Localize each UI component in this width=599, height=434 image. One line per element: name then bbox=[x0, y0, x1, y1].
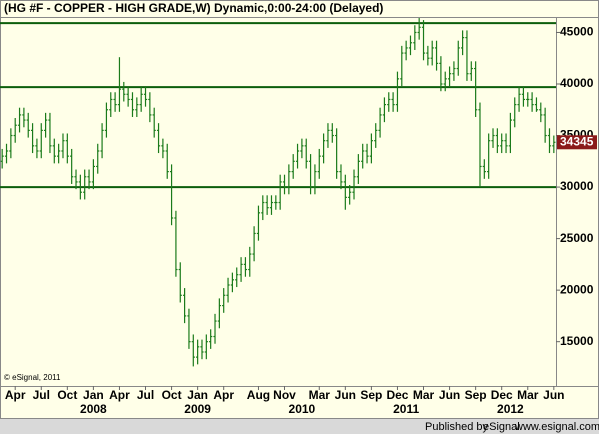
x-tick-label: Oct bbox=[57, 388, 77, 402]
footer-brand: eSignal bbox=[483, 421, 520, 433]
footer-url: www.esignal.com bbox=[514, 421, 599, 433]
year-label: 2012 bbox=[497, 402, 524, 416]
x-tick-label: Apr bbox=[213, 388, 234, 402]
y-tick-label: 45000 bbox=[560, 25, 594, 39]
last-price-box bbox=[557, 135, 597, 150]
year-label: 2010 bbox=[289, 402, 316, 416]
last-price-label: 34345 bbox=[560, 134, 594, 148]
footer-bar bbox=[0, 419, 599, 434]
x-tick-label: Dec bbox=[386, 388, 408, 402]
x-tick-label: Oct bbox=[162, 388, 182, 402]
x-tick-label: Mar bbox=[309, 388, 331, 402]
chart-title: (HG #F - COPPER - HIGH GRADE,W) Dynamic,… bbox=[4, 1, 383, 15]
y-tick-label: 30000 bbox=[560, 179, 594, 193]
x-tick-label: Jun bbox=[439, 388, 460, 402]
x-tick-label: Dec bbox=[491, 388, 513, 402]
x-tick-label: Sep bbox=[360, 388, 382, 402]
x-tick-label: Jun bbox=[543, 388, 564, 402]
year-label: 2011 bbox=[393, 402, 419, 416]
x-tick-label: Aug bbox=[247, 388, 270, 402]
x-tick-label: Jul bbox=[33, 388, 50, 402]
x-tick-label: Jul bbox=[137, 388, 154, 402]
x-tick-label: Apr bbox=[109, 388, 130, 402]
x-tick-label: Apr bbox=[5, 388, 26, 402]
footer-prefix: Published by bbox=[425, 421, 488, 433]
y-tick-label: 20000 bbox=[560, 282, 594, 296]
year-label: 2009 bbox=[184, 402, 211, 416]
x-tick-label: Nov bbox=[273, 388, 296, 402]
x-tick-label: Jan bbox=[83, 388, 104, 402]
x-tick-label: Sep bbox=[465, 388, 487, 402]
y-tick-label: 15000 bbox=[560, 334, 594, 348]
x-tick-label: Mar bbox=[413, 388, 435, 402]
x-tick-label: Jan bbox=[187, 388, 208, 402]
year-label: 2008 bbox=[80, 402, 107, 416]
x-tick-label: Jun bbox=[335, 388, 356, 402]
y-tick-label: 40000 bbox=[560, 76, 594, 90]
copyright: © eSignal, 2011 bbox=[4, 373, 61, 382]
x-tick-label: Mar bbox=[517, 388, 539, 402]
y-tick-label: 25000 bbox=[560, 231, 594, 245]
